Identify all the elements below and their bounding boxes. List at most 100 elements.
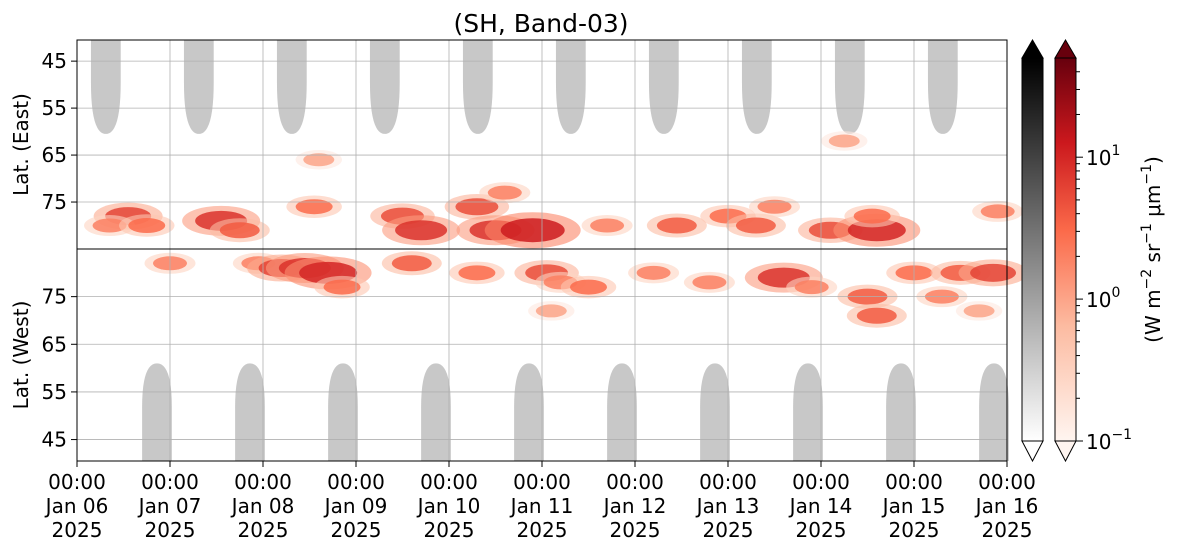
y-tick-label: 65: [42, 143, 67, 167]
emission-blob: [656, 217, 697, 234]
colorbar-tick-exp: −1: [1111, 427, 1132, 443]
x-tick-line: 2025: [424, 518, 475, 542]
x-tick-line: 00:00: [48, 470, 106, 494]
y-tick-label: 55: [42, 380, 67, 404]
colorbar-label-exp: −1: [1139, 164, 1155, 185]
gray-lobe-east: [462, 40, 493, 134]
gray-mask-layer: [90, 40, 1009, 461]
gray-lobe-east: [834, 40, 865, 134]
x-tick-label: 00:00 Jan 10 2025: [416, 470, 481, 542]
x-tick-line: Jan 11: [509, 494, 574, 518]
emission-blob: [303, 153, 335, 167]
x-tick-line: 2025: [238, 518, 289, 542]
emission-blob: [735, 217, 776, 234]
colorbar-label-text: ): [1141, 156, 1165, 164]
x-tick-line: Jan 06: [44, 494, 109, 518]
emission-blob: [219, 222, 260, 239]
gray-lobe-east: [741, 40, 772, 134]
colorbar-label-exp: −2: [1139, 269, 1155, 290]
emission-blob: [856, 307, 897, 324]
y-axis-west: 75 65 55 45: [42, 285, 77, 452]
emission-blob: [963, 304, 995, 318]
colorbar-tick-base: 10: [1086, 146, 1111, 170]
colorbar-extend-top: [1054, 39, 1077, 59]
x-tick-line: Jan 15: [881, 494, 946, 518]
emission-blob: [980, 204, 1015, 219]
colorbar-tick-exp: 1: [1111, 143, 1120, 159]
y-tick-label: 45: [42, 49, 67, 73]
y-tick-label: 45: [42, 428, 67, 452]
x-tick-line: Jan 07: [137, 494, 202, 518]
x-tick-line: 00:00: [885, 470, 943, 494]
emission-blob: [323, 279, 361, 295]
x-tick-line: 2025: [331, 518, 382, 542]
emission-blob: [828, 134, 860, 148]
gray-lobe-west: [514, 363, 544, 461]
gray-lobe-west: [421, 363, 451, 461]
emission-layer: [84, 131, 1028, 328]
colorbar-label-text: μm: [1141, 185, 1165, 224]
x-tick-label: 00:00 Jan 16 2025: [974, 470, 1039, 542]
gray-lobe-east: [183, 40, 214, 134]
gray-lobe-east: [648, 40, 679, 134]
x-tick-line: 00:00: [513, 470, 571, 494]
gray-lobe-west: [979, 363, 1009, 461]
colorbar-tick-exp: 0: [1111, 285, 1120, 301]
y-tick-label: 65: [42, 332, 67, 356]
x-tick-line: 00:00: [606, 470, 664, 494]
x-tick-line: 00:00: [141, 470, 199, 494]
colorbar-tick-base: 10: [1086, 430, 1111, 454]
gray-lobe-west: [142, 363, 172, 461]
x-tick-label: 00:00 Jan 06 2025: [44, 470, 109, 542]
colorbar-extend-bottom: [1054, 440, 1077, 463]
chart-title: (SH, Band-03): [453, 9, 628, 38]
gray-lobe-east: [927, 40, 958, 134]
y-tick-label: 75: [42, 190, 67, 214]
gray-lobe-west: [700, 363, 730, 461]
emission-blob: [295, 199, 333, 215]
colorbar-tick-label: 10−1: [1086, 427, 1132, 454]
x-tick-line: 00:00: [234, 470, 292, 494]
y-axis-east: 45 55 65 75: [42, 49, 77, 214]
emission-blob: [570, 279, 607, 295]
y-axis-label-east: Lat. (East): [9, 93, 33, 196]
emission-blob: [395, 220, 448, 241]
emission-blob: [128, 218, 166, 234]
x-tick-line: Jan 12: [602, 494, 667, 518]
colorbar-red: [1054, 39, 1077, 463]
emission-blob: [757, 199, 792, 214]
colorbar-label-text: (W m: [1141, 289, 1165, 342]
x-tick-line: Jan 16: [974, 494, 1039, 518]
x-tick-label: 00:00 Jan 14 2025: [788, 470, 853, 542]
gray-lobe-west: [607, 363, 637, 461]
x-tick-line: 2025: [889, 518, 940, 542]
plot-area: [76, 39, 1028, 462]
emission-blob: [970, 263, 1017, 282]
gray-lobe-west: [793, 363, 823, 461]
colorbar-tick-label: 101: [1086, 143, 1120, 170]
emission-blob: [487, 185, 522, 200]
colorbar-label-text: sr: [1141, 243, 1165, 269]
x-tick-line: 2025: [145, 518, 196, 542]
x-tick-label: 00:00 Jan 13 2025: [695, 470, 760, 542]
colorbar-extend-top: [1021, 39, 1044, 59]
x-tick-line: Jan 10: [416, 494, 481, 518]
emission-blob: [391, 255, 432, 272]
gray-lobe-west: [886, 363, 916, 461]
gray-lobe-east: [555, 40, 586, 134]
gray-lobe-west: [328, 363, 358, 461]
x-tick-label: 00:00 Jan 12 2025: [602, 470, 667, 542]
emission-blob: [636, 265, 671, 280]
gray-lobe-west: [235, 363, 265, 461]
x-tick-label: 00:00 Jan 08 2025: [230, 470, 295, 542]
x-tick-line: Jan 08: [230, 494, 295, 518]
y-axis-label-west: Lat. (West): [9, 301, 33, 410]
x-tick-line: 00:00: [420, 470, 478, 494]
x-tick-line: 00:00: [792, 470, 850, 494]
emission-blob: [455, 198, 499, 216]
x-tick-line: Jan 14: [788, 494, 853, 518]
emission-blob: [692, 275, 727, 290]
gray-lobe-east: [369, 40, 400, 134]
y-tick-label: 55: [42, 96, 67, 120]
